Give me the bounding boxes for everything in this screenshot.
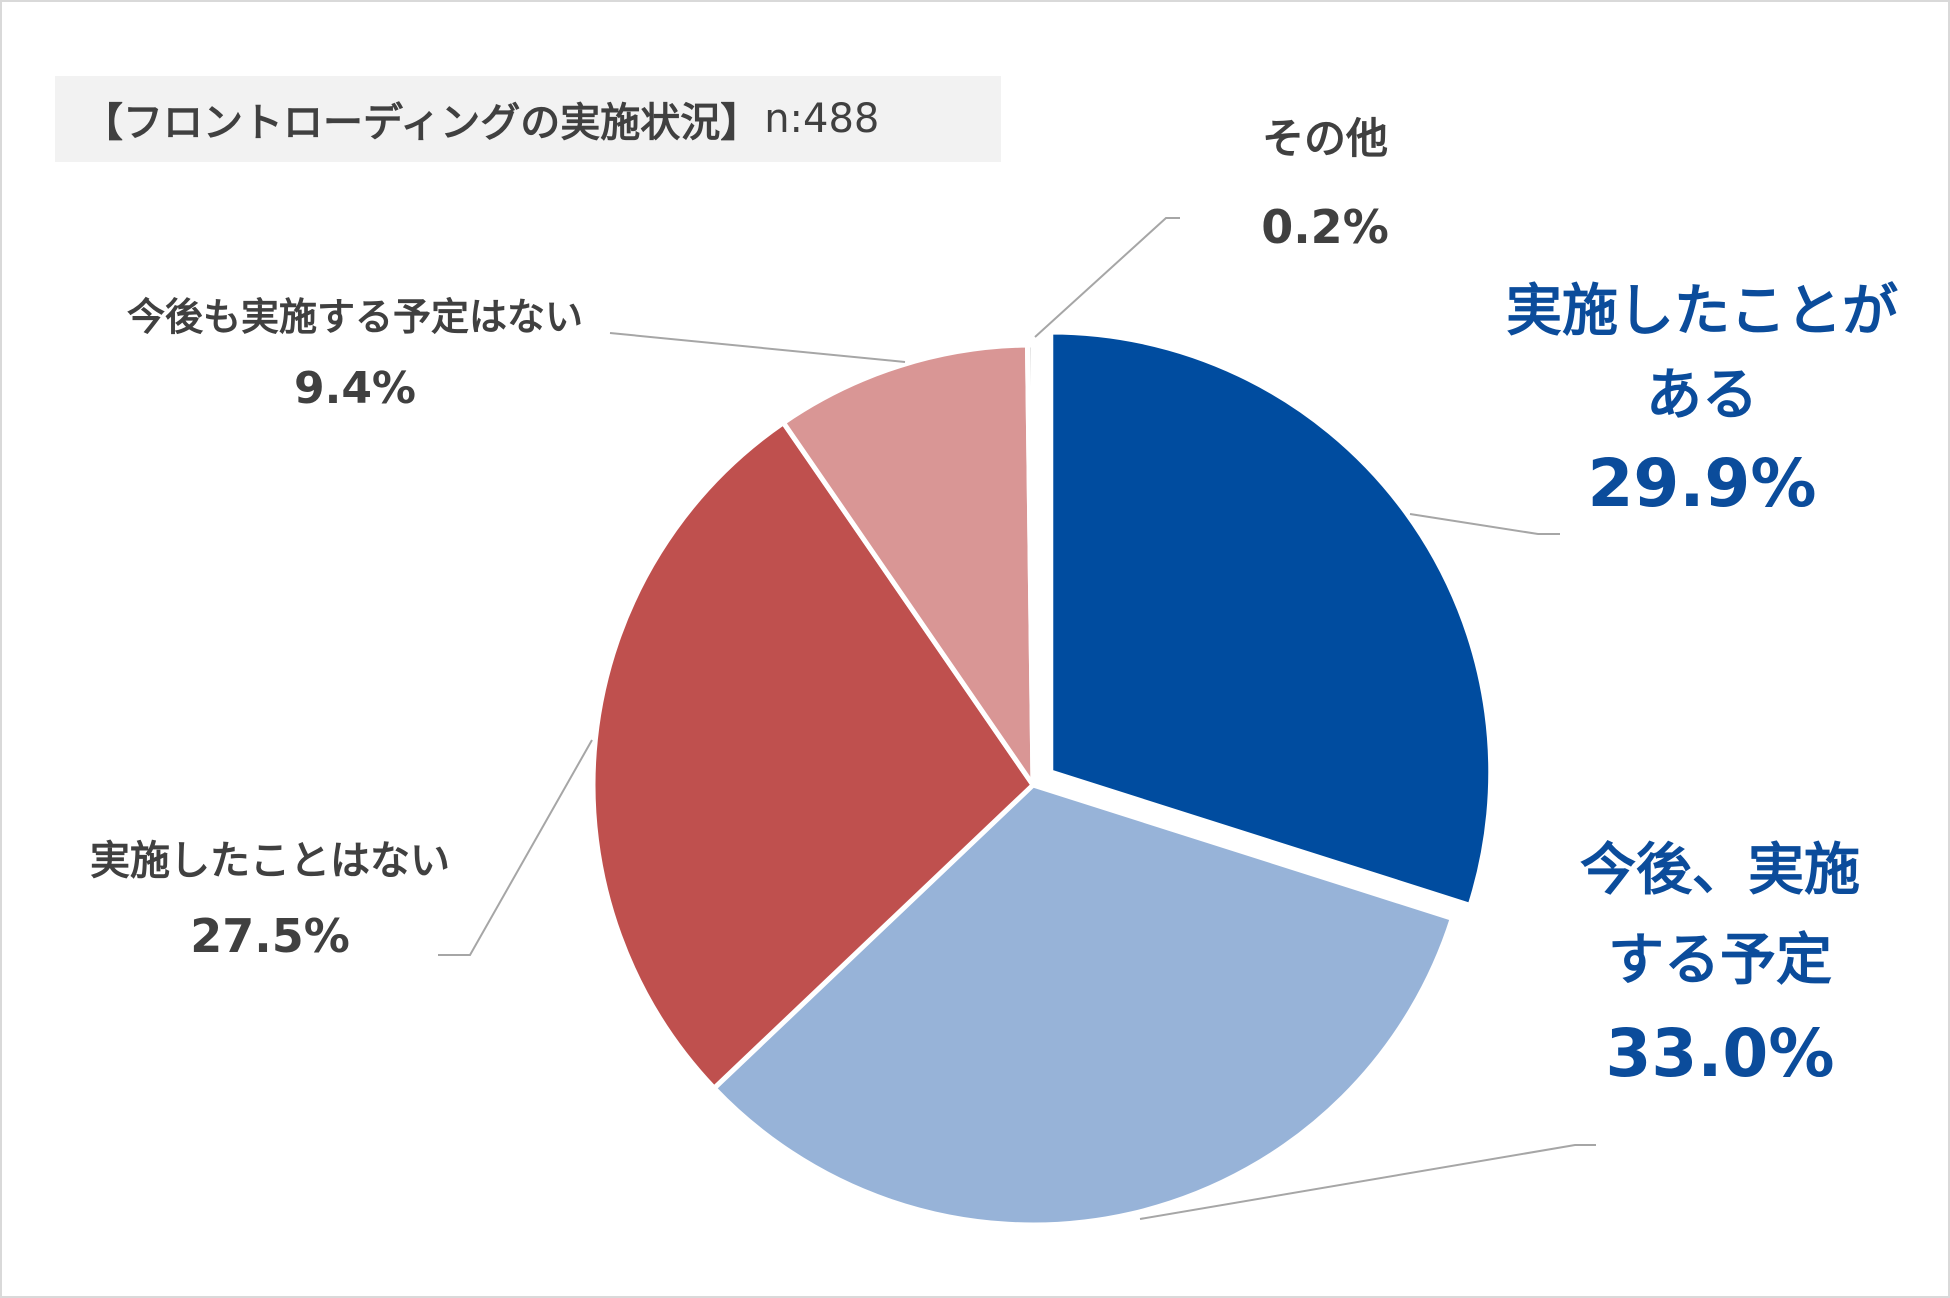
label-implemented: 実施したことが ある 29.9% (1482, 270, 1922, 530)
label-no-plan: 今後も実施する予定はない 9.4% (75, 280, 635, 424)
chart-title-box: 【フロントローディングの実施状況】 n:488 (55, 76, 1001, 162)
slice-value-text: 0.2% (1261, 200, 1389, 254)
leader-planned (1139, 1144, 1596, 1220)
slice-value-text: 9.4% (293, 363, 417, 414)
slice-name-text: その他 (1261, 114, 1388, 163)
slice-implemented (1048, 329, 1494, 908)
slice-value-text: 33.0% (1605, 1015, 1835, 1092)
leader-no-plan (609, 332, 906, 363)
leader-not-implemented (438, 739, 593, 956)
slice-name-text: 実施したことはない (90, 838, 450, 884)
slice-name-text: 今後も実施する予定はない (126, 295, 583, 339)
slice-value-text: 27.5% (190, 909, 350, 963)
slice-name-text: ある (1646, 363, 1758, 428)
slice-other (1024, 342, 1036, 788)
slice-not-implemented (590, 420, 1036, 1091)
slice-value-text: 29.9% (1587, 445, 1817, 522)
slice-planned (711, 782, 1455, 1228)
leader-implemented (1409, 513, 1560, 535)
sample-size-label: n:488 (764, 96, 880, 142)
slice-name-text: 今後、実施 (1580, 838, 1860, 903)
label-other: その他 0.2% (1190, 86, 1460, 262)
slice-name-text: する予定 (1608, 928, 1832, 993)
chart-title: 【フロントローディングの実施状況】 (83, 100, 761, 146)
slice-no-plan (780, 342, 1036, 788)
label-not-implemented: 実施したことはない 27.5% (40, 822, 500, 972)
label-planned: 今後、実施する予定 33.0% (1530, 826, 1910, 1102)
leader-other (1034, 217, 1180, 338)
slice-name-text: 実施したことが (1506, 279, 1898, 344)
